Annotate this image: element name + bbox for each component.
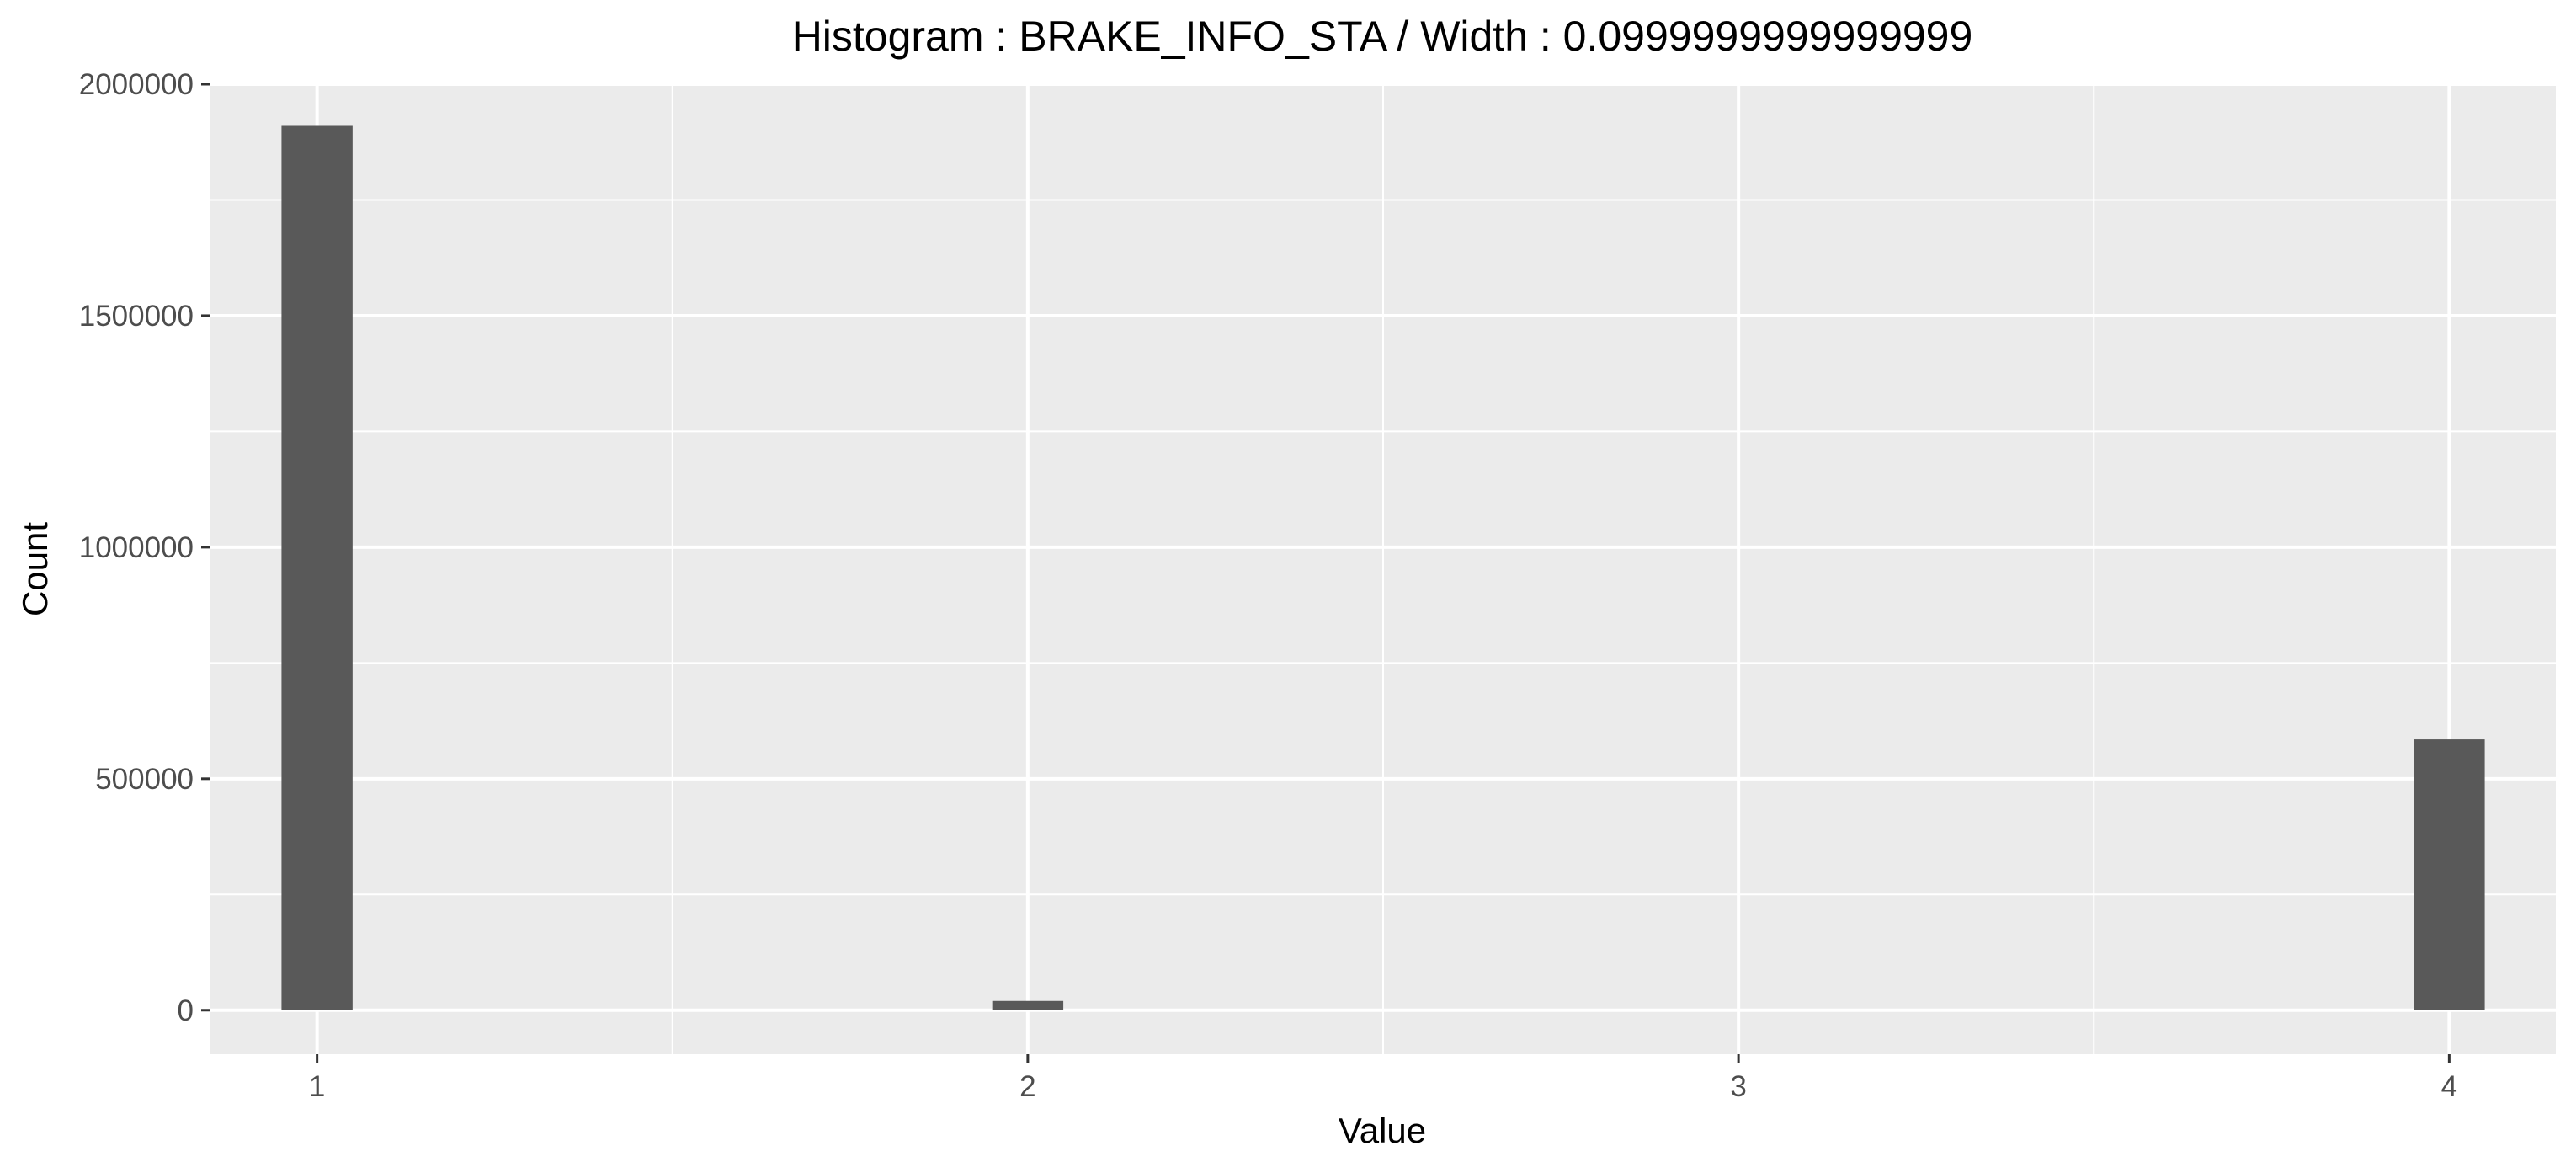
histogram-bars xyxy=(281,125,2485,1010)
minor-gridlines xyxy=(210,84,2556,1054)
y-axis-tick-labels: 0 500000 1000000 1500000 2000000 xyxy=(79,68,194,1027)
histogram-bar xyxy=(281,125,353,1010)
x-tick-label: 3 xyxy=(1730,1070,1746,1103)
histogram-bar xyxy=(992,1000,1064,1010)
x-tick-label: 1 xyxy=(309,1070,325,1103)
histogram-bar xyxy=(2414,739,2485,1010)
x-axis-tick-labels: 1 2 3 4 xyxy=(309,1070,2457,1103)
y-tick-label: 0 xyxy=(178,994,194,1027)
axis-ticks xyxy=(201,83,2451,1063)
chart-title: Histogram : BRAKE_INFO_STA / Width : 0.0… xyxy=(792,13,1973,60)
y-tick-label: 1000000 xyxy=(79,531,194,564)
y-axis-title: Count xyxy=(15,522,55,616)
y-tick-label: 500000 xyxy=(95,763,194,796)
y-tick-label: 1500000 xyxy=(79,300,194,333)
x-tick-label: 4 xyxy=(2441,1070,2457,1103)
x-axis-title: Value xyxy=(1339,1111,1426,1150)
y-tick-label: 2000000 xyxy=(79,68,194,101)
x-tick-label: 2 xyxy=(1019,1070,1035,1103)
